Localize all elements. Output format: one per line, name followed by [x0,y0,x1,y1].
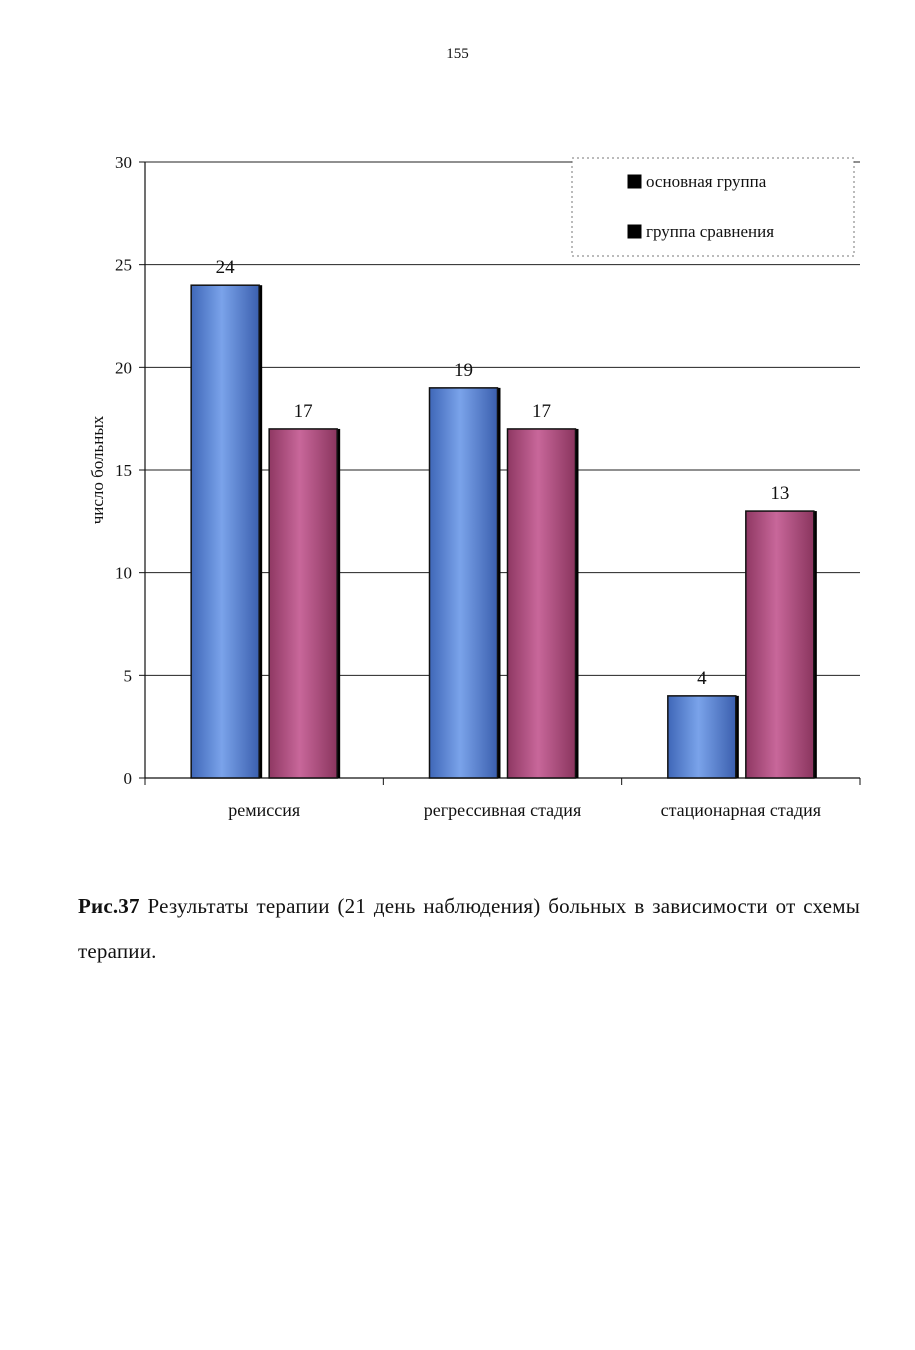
y-tick-label: 5 [124,666,133,685]
figure-caption: Рис.37 Результаты терапии (21 день наблю… [78,884,860,974]
y-tick-label: 15 [115,461,132,480]
caption-text: Результаты терапии (21 день наблюдения) … [78,894,860,963]
y-axis-title: число больных [88,415,107,524]
data-label: 17 [294,401,313,422]
data-label: 13 [770,483,789,504]
legend-swatch [627,224,642,239]
legend-swatch [627,174,642,189]
y-tick-label: 25 [115,256,132,275]
data-label: 17 [532,401,551,422]
page-number: 155 [446,46,469,62]
bar-main [190,284,260,779]
legend: основная группа группа сравнения [571,157,855,257]
grid-lines [145,161,860,676]
bar-comparison [268,428,338,779]
x-category-label: стационарная стадия [661,800,822,820]
data-label: 19 [454,360,473,381]
y-tick-label: 20 [115,358,132,377]
data-label: 4 [697,668,707,689]
bar-main [667,695,737,779]
labels: ремиссия 24 17 регрессивная стадия 19 17 стаци… [216,257,821,820]
data-label: 24 [216,257,236,278]
bar-comparison [745,510,815,779]
y-tick-label: 10 [115,564,132,583]
bar-comparison [506,428,577,779]
bar-main [428,387,499,779]
legend-label: группа сравнения [646,222,774,241]
x-category-label: регрессивная стадия [424,800,581,820]
legend-label: основная группа [646,172,767,191]
legend-box [571,157,855,257]
y-tick-label: 30 [115,153,132,172]
axes: 0 5 10 15 20 25 30 число больных [88,153,861,788]
bars [190,284,817,779]
caption-lead: Рис.37 [78,894,140,918]
y-tick-label: 0 [124,769,133,788]
x-category-label: ремиссия [228,800,300,820]
